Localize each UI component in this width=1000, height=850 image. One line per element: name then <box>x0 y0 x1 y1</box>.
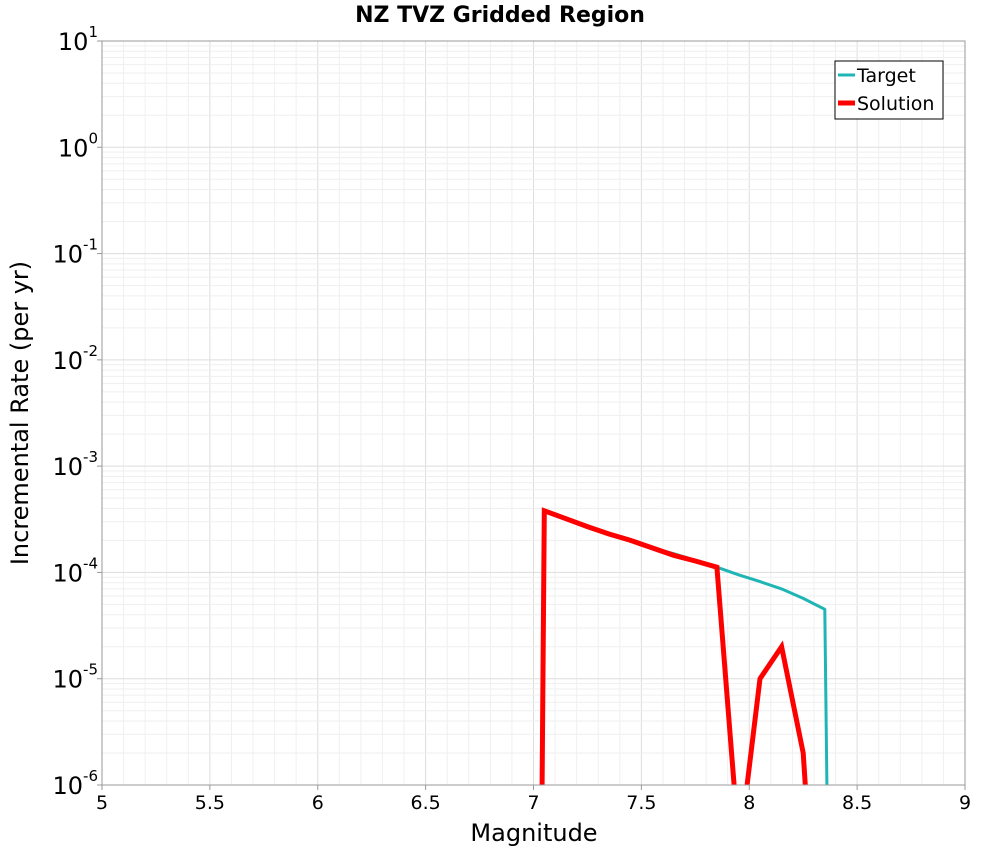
x-tick-label: 7.5 <box>626 792 656 814</box>
y-tick-label: 101 <box>58 23 98 56</box>
legend-box <box>834 60 944 120</box>
y-tick-label: 10-4 <box>52 554 98 587</box>
x-tick-label: 6 <box>312 792 324 814</box>
x-tick-label: 8 <box>743 792 755 814</box>
x-tick-label: 9 <box>959 792 971 814</box>
series-line-target <box>543 509 829 786</box>
y-tick-label: 10-6 <box>52 767 98 800</box>
y-tick-label: 10-1 <box>52 236 98 269</box>
legend-label-target: Target <box>856 65 916 87</box>
series-line-solution <box>539 507 737 786</box>
series-layer <box>539 507 829 786</box>
y-axis-label: Incremental Rate (per yr) <box>6 261 34 565</box>
x-axis-label: Magnitude <box>470 819 597 847</box>
legend-label-solution: Solution <box>857 93 934 115</box>
series-line-solution <box>744 640 808 786</box>
x-tick-label: 5.5 <box>195 792 225 814</box>
x-tick-label: 6.5 <box>411 792 441 814</box>
grid-lines <box>101 41 966 786</box>
legend: Target Solution <box>834 60 944 120</box>
x-tick-label: 8.5 <box>842 792 872 814</box>
chart-title: NZ TVZ Gridded Region <box>355 3 645 28</box>
x-tick-label: 7 <box>527 792 539 814</box>
y-tick-label: 10-5 <box>52 661 98 694</box>
x-tick-label: 5 <box>96 792 108 814</box>
y-tick-label: 10-3 <box>52 448 98 481</box>
axes: 5 5.5 6 6.5 7 7.5 8 8.5 9 10-6 10-5 10-4 10-3 10-2 10-… <box>52 23 971 814</box>
y-tick-label: 100 <box>58 129 98 162</box>
y-tick-label: 10-2 <box>52 342 98 375</box>
